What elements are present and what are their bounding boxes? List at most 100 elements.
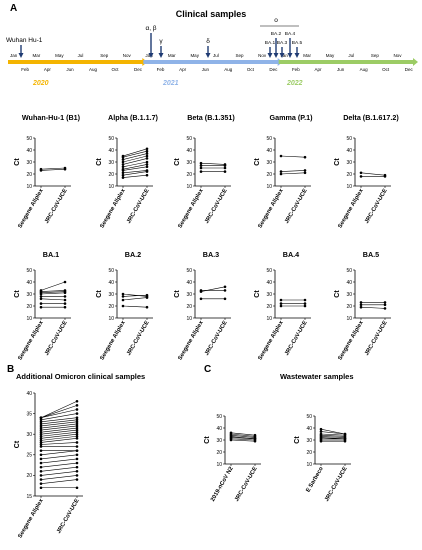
- x-tick-label: E Sarbeco: [305, 466, 325, 494]
- data-point: [229, 431, 233, 435]
- series-line: [40, 409, 78, 419]
- month-bottom-label: Dec: [134, 67, 143, 72]
- data-point: [75, 457, 79, 461]
- data-point: [39, 478, 43, 481]
- variant-ba1: BA.1: [265, 40, 276, 46]
- timeline-arrow-head: [287, 53, 293, 58]
- chart-6: BA.2 10 20 30 40 50 Ct Seegene Allplex JRC-CoV-U…: [96, 250, 153, 361]
- chart-title: Alpha (B.1.1.7): [108, 113, 159, 122]
- series-line: [122, 166, 148, 171]
- y-tick-label: 40: [186, 280, 192, 286]
- month-top-label: Jan: [10, 53, 18, 58]
- series-line: [40, 423, 78, 429]
- series-line: [230, 434, 256, 438]
- series-line: [122, 297, 148, 301]
- month-top-label: Jul: [213, 53, 219, 58]
- data-point: [199, 166, 203, 170]
- data-point: [303, 304, 307, 308]
- data-point: [39, 297, 43, 301]
- data-point: [75, 422, 79, 426]
- data-point: [145, 305, 149, 309]
- data-point: [75, 441, 79, 444]
- series-line: [40, 435, 78, 441]
- data-point: [75, 478, 79, 481]
- data-point: [39, 426, 43, 430]
- data-point: [75, 426, 79, 430]
- data-point: [39, 420, 43, 424]
- timeline-bar-2022: [278, 60, 414, 64]
- series-line: [40, 454, 78, 460]
- series-line: [40, 438, 78, 443]
- series-line: [320, 431, 346, 435]
- data-point: [39, 443, 43, 446]
- y-tick-label: 35: [26, 411, 32, 417]
- data-point: [121, 158, 125, 161]
- y-tick-label: 10: [186, 316, 192, 322]
- data-point: [75, 449, 79, 452]
- series-line: [40, 419, 78, 425]
- month-top-label: Nov: [393, 53, 402, 58]
- y-axis-label: Ct: [96, 290, 103, 298]
- data-point: [75, 474, 79, 477]
- data-point: [121, 176, 125, 179]
- data-point: [75, 416, 79, 420]
- x-tick-label: JRC-CoV-UCE: [324, 466, 349, 503]
- data-point: [279, 170, 283, 173]
- data-point: [303, 298, 307, 302]
- chart-title: Delta (B.1.617.2): [343, 113, 399, 122]
- series-line: [40, 421, 78, 427]
- series-line: [122, 148, 148, 157]
- data-point: [63, 298, 67, 302]
- data-point: [39, 418, 43, 422]
- chart-12: 10 20 30 40 50 Ct E Sarbeco JRC-CoV-UCE: [294, 414, 351, 503]
- y-tick-label: 40: [108, 148, 114, 154]
- y-tick-label: 50: [186, 268, 192, 274]
- chart-5: BA.1 10 20 30 40 50 Ct Seegene Allplex JRC-CoV-U…: [14, 250, 71, 361]
- data-point: [145, 163, 149, 166]
- series-line: [280, 155, 306, 158]
- chart-title: BA.3: [203, 250, 219, 259]
- y-tick-label: 40: [26, 391, 32, 397]
- panel-c-label: C: [204, 364, 211, 375]
- y-tick-label: 50: [216, 414, 222, 420]
- x-tick-label: Seegene Allplex: [257, 187, 285, 229]
- series-line: [40, 479, 78, 484]
- month-bottom-label: Oct: [247, 67, 255, 72]
- month-bottom-label: Apr: [315, 67, 323, 72]
- data-point: [63, 166, 67, 170]
- data-point: [303, 155, 307, 159]
- data-point: [359, 175, 363, 178]
- chart-9: BA.5 10 20 30 40 50 Ct Seegene Allplex JRC-CoV-U…: [334, 250, 391, 361]
- y-tick-label: 20: [26, 473, 32, 479]
- timeline-arrow-head: [148, 53, 154, 58]
- x-tick-label: Seegene Allplex: [17, 497, 45, 539]
- data-point: [145, 157, 149, 160]
- month-top-label: Jan: [281, 53, 289, 58]
- y-tick-label: 40: [266, 280, 272, 286]
- data-point: [383, 303, 387, 307]
- data-point: [39, 441, 43, 444]
- data-point: [75, 404, 79, 407]
- series-line: [122, 153, 148, 160]
- y-tick-label: 40: [266, 148, 272, 154]
- month-top-label: Nov: [258, 53, 267, 58]
- data-point: [39, 486, 43, 490]
- timeline-start-label: Wuhan Hu-1: [6, 37, 43, 44]
- y-tick-label: 30: [26, 160, 32, 166]
- series-line: [122, 150, 148, 158]
- series-line: [40, 417, 78, 423]
- series-line: [360, 306, 386, 309]
- data-point: [121, 163, 125, 166]
- data-point: [319, 430, 323, 433]
- y-tick-label: 40: [26, 148, 32, 154]
- data-point: [121, 154, 125, 158]
- month-top-label: May: [190, 53, 199, 58]
- timeline-arrow-head: [18, 53, 24, 58]
- data-point: [39, 437, 43, 440]
- month-bottom-label: Dec: [269, 67, 278, 72]
- data-point: [199, 161, 203, 165]
- series-line: [40, 462, 78, 468]
- variant-ba3: BA.3: [277, 40, 288, 46]
- y-tick-label: 30: [108, 292, 114, 298]
- timeline-bar-2020: [8, 60, 144, 64]
